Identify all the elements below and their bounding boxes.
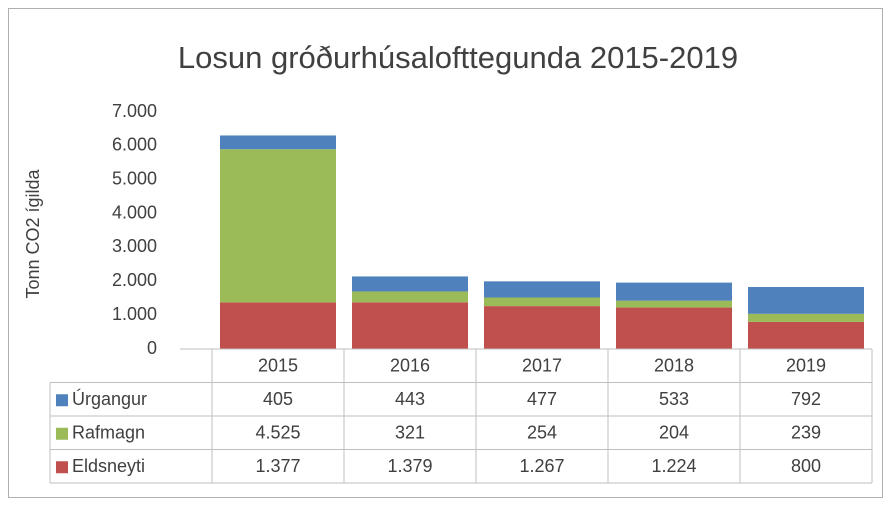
bar-segment: [484, 306, 600, 349]
y-tick-label: 0: [147, 338, 157, 358]
y-tick-label: 2.000: [112, 270, 157, 290]
data-label: 1.267: [519, 456, 564, 476]
data-label: 1.379: [387, 456, 432, 476]
x-tick-label: 2016: [390, 356, 430, 376]
x-tick-label: 2015: [258, 356, 298, 376]
y-tick-label: 7.000: [112, 101, 157, 121]
chart-title: Losun gróðurhúsalofttegunda 2015-2019: [178, 40, 738, 75]
bar-segment: [748, 321, 864, 349]
y-tick-label: 5.000: [112, 168, 157, 188]
bar-segment: [748, 313, 864, 322]
x-tick-label: 2017: [522, 356, 562, 376]
legend-label: Úrgangur: [72, 388, 147, 409]
data-label: 533: [659, 389, 689, 409]
data-label: 1.377: [255, 456, 300, 476]
bar-segment: [616, 282, 732, 301]
legend-swatch: [56, 427, 68, 440]
y-axis-label: Tonn CO2 ígilda: [23, 168, 43, 298]
data-label: 800: [791, 456, 821, 476]
data-label: 4.525: [255, 423, 300, 443]
data-label: 1.224: [651, 456, 696, 476]
bar-segment: [484, 281, 600, 298]
data-label: 792: [791, 389, 821, 409]
y-tick-label: 4.000: [112, 202, 157, 222]
bar-segment: [616, 300, 732, 308]
y-tick-label: 1.000: [112, 304, 157, 324]
data-label: 254: [527, 423, 557, 443]
y-tick-label: 6.000: [112, 135, 157, 155]
bar-segment: [352, 302, 468, 349]
y-tick-label: 3.000: [112, 236, 157, 256]
legend-swatch: [56, 394, 68, 407]
bar-segment: [220, 149, 336, 303]
bar-segment: [220, 135, 336, 150]
legend-swatch: [56, 461, 68, 474]
legend-label: Eldsneyti: [72, 456, 145, 476]
bar-segment: [220, 302, 336, 349]
data-label: 477: [527, 389, 557, 409]
bar-segment: [352, 291, 468, 303]
x-tick-label: 2018: [654, 356, 694, 376]
bar-segment: [352, 276, 468, 292]
bar-segment: [748, 287, 864, 314]
x-tick-label: 2019: [786, 356, 826, 376]
data-label: 321: [395, 423, 425, 443]
bar-segment: [616, 307, 732, 349]
data-label: 239: [791, 423, 821, 443]
data-label: 405: [263, 389, 293, 409]
bar-segment: [484, 297, 600, 307]
data-label: 204: [659, 423, 689, 443]
data-label: 443: [395, 389, 425, 409]
legend-label: Rafmagn: [72, 423, 145, 443]
